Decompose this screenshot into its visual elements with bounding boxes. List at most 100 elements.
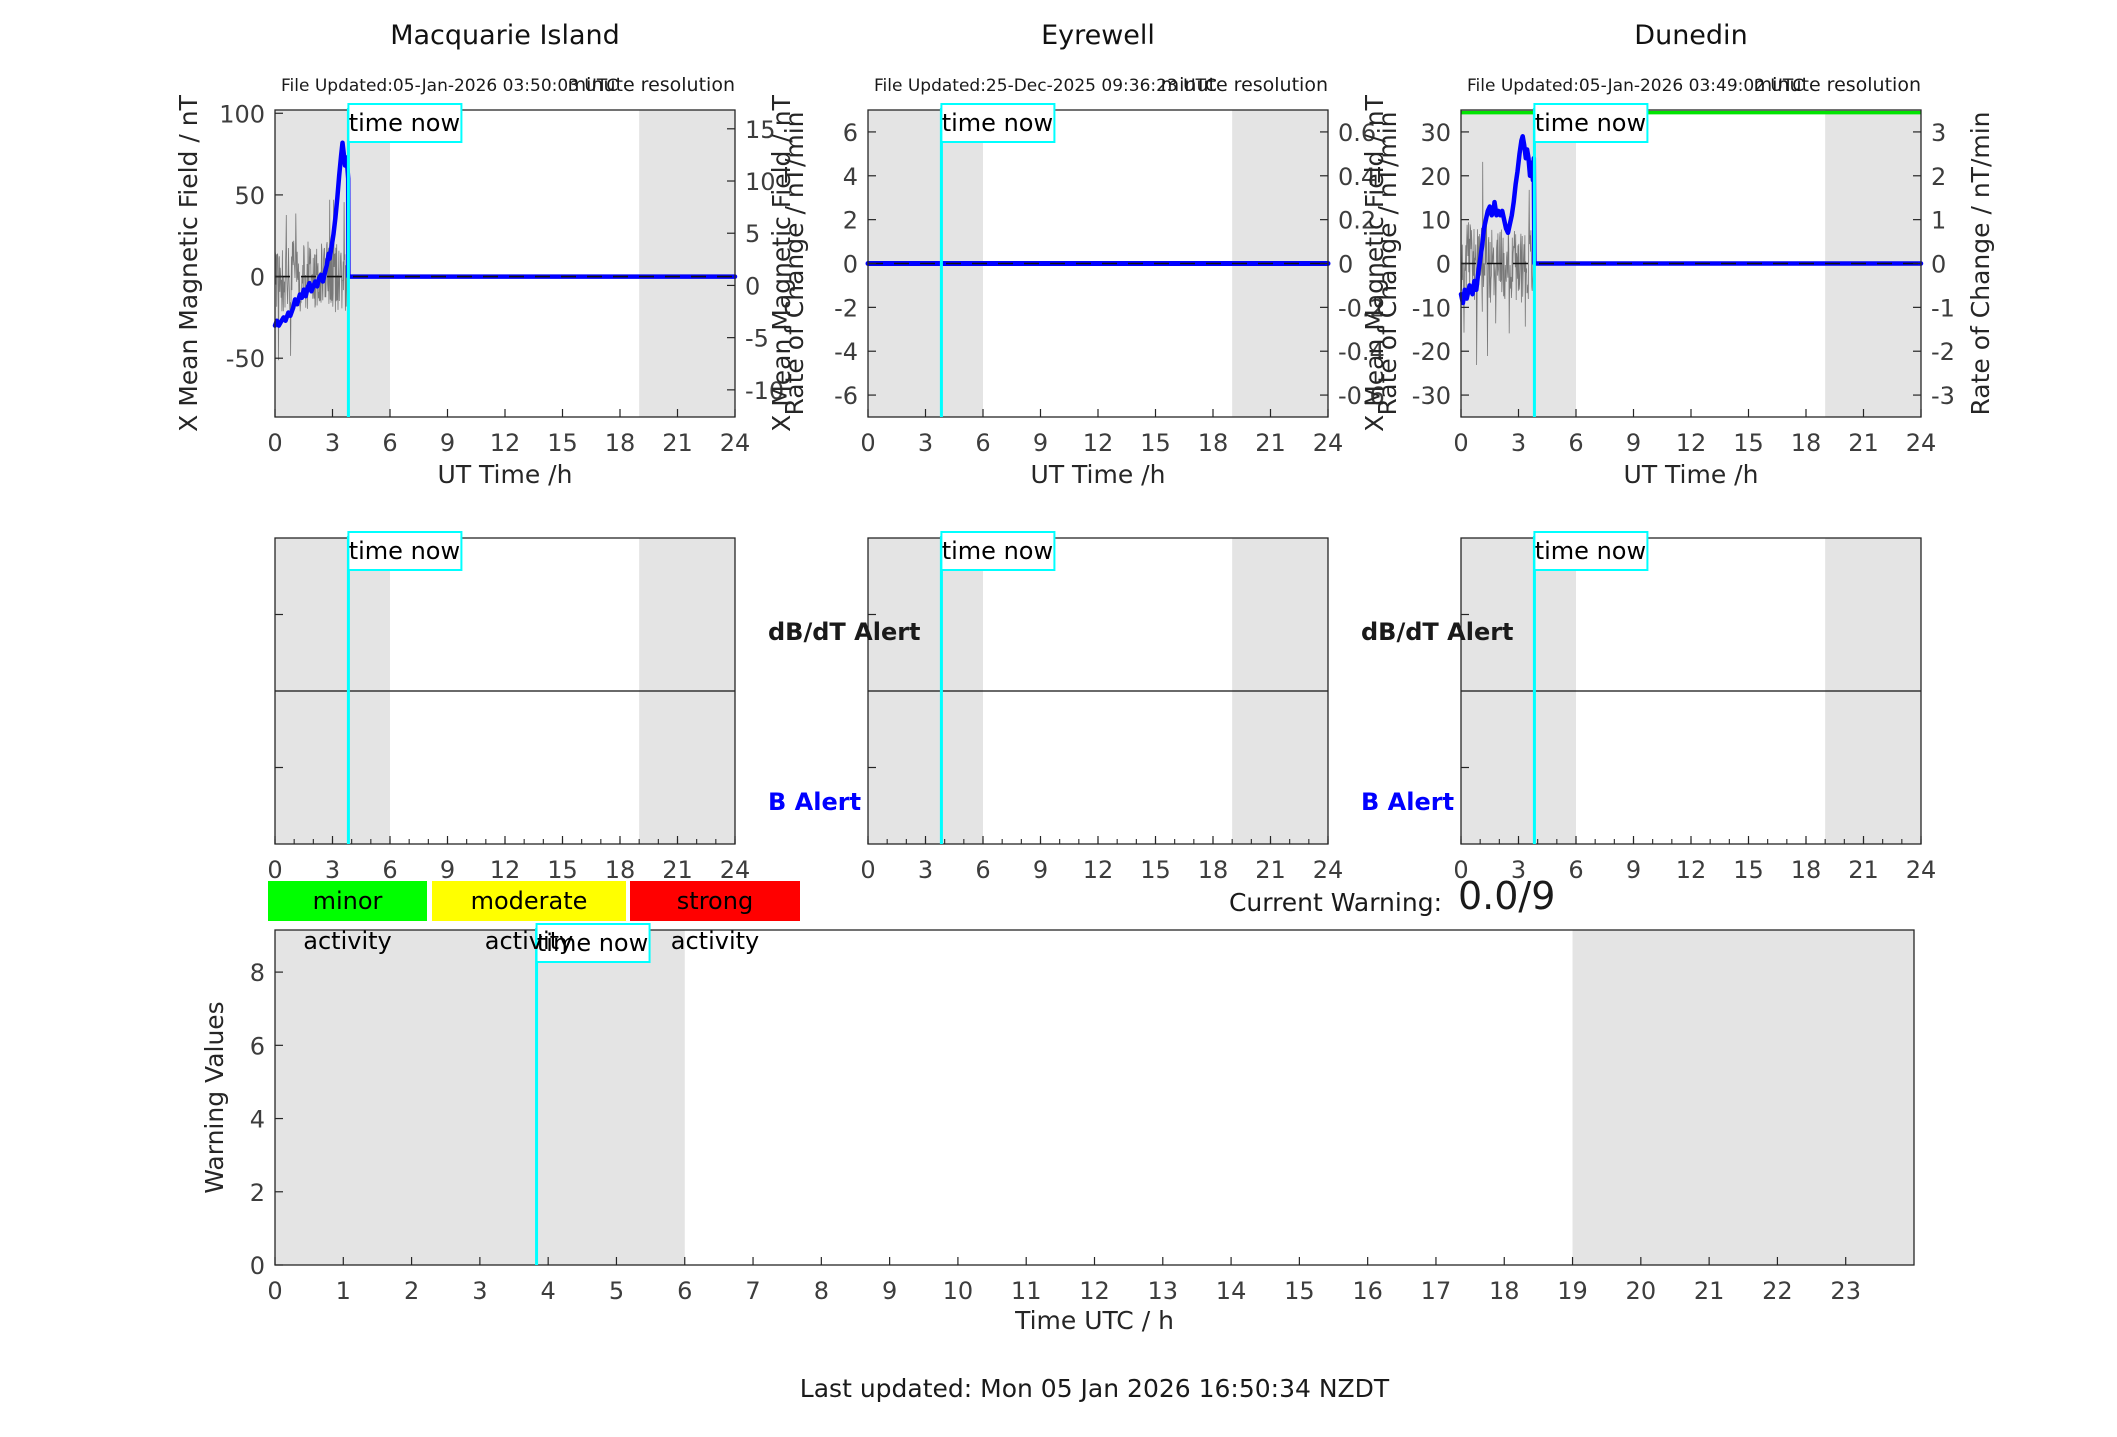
svg-text:11: 11	[1011, 1277, 1042, 1305]
time-now-marker: time now	[535, 923, 651, 963]
legend-moderate-activity: moderate activity	[432, 881, 626, 955]
svg-text:6: 6	[975, 856, 990, 884]
svg-text:0: 0	[1931, 251, 1946, 279]
svg-text:4: 4	[843, 163, 858, 191]
svg-text:24: 24	[1313, 856, 1344, 884]
svg-text:9: 9	[440, 429, 455, 457]
station-title-macquarie: Macquarie Island	[390, 20, 620, 51]
svg-text:6: 6	[1568, 856, 1583, 884]
svg-text:19: 19	[1557, 1277, 1588, 1305]
svg-text:9: 9	[440, 856, 455, 884]
svg-text:5: 5	[609, 1277, 624, 1305]
svg-text:time now: time now	[537, 929, 648, 957]
svg-text:24: 24	[1906, 856, 1937, 884]
svg-text:15: 15	[1140, 856, 1171, 884]
svg-text:3: 3	[325, 856, 340, 884]
eyrewell-field-chart: 0 3 6 9 12 15 18 21 24 UT Time /h 6 4 2 0 -2 -4 -6 X Mean…	[767, 94, 1402, 489]
svg-text:12: 12	[490, 856, 521, 884]
svg-text:5: 5	[745, 220, 760, 248]
svg-text:6: 6	[677, 1277, 692, 1305]
svg-text:1: 1	[1931, 207, 1946, 235]
svg-text:Warning Values: Warning Values	[200, 1001, 229, 1193]
svg-text:18: 18	[1198, 429, 1229, 457]
resolution-note-dunedin: minute resolution	[1753, 74, 1921, 96]
svg-text:21: 21	[1848, 429, 1879, 457]
svg-text:6: 6	[250, 1032, 265, 1060]
svg-text:23: 23	[1830, 1277, 1861, 1305]
svg-text:0.4: 0.4	[1338, 163, 1376, 191]
svg-text:4: 4	[250, 1106, 265, 1134]
svg-text:Time UTC / h: Time UTC / h	[1014, 1306, 1174, 1335]
svg-text:15: 15	[1733, 856, 1764, 884]
svg-text:2: 2	[404, 1277, 419, 1305]
svg-text:15: 15	[1733, 429, 1764, 457]
time-now-marker: time now	[1533, 103, 1649, 143]
svg-text:2: 2	[843, 207, 858, 235]
svg-text:-10: -10	[1412, 294, 1451, 322]
time-now-marker: time now	[940, 531, 1056, 571]
svg-text:-50: -50	[226, 345, 265, 373]
dunedin-alert-chart: 0 3 6 9 12 15 18 21 24 time now	[1453, 531, 1936, 884]
svg-text:-30: -30	[1412, 382, 1451, 410]
svg-text:18: 18	[1489, 1277, 1520, 1305]
svg-text:0: 0	[267, 429, 282, 457]
svg-text:Rate of Change / nT/min: Rate of Change / nT/min	[1373, 111, 1402, 415]
dbdt-alert-label-2: dB/dT Alert	[1361, 618, 1514, 646]
svg-text:15: 15	[1140, 429, 1171, 457]
svg-text:-6: -6	[834, 382, 858, 410]
eyrewell-alert-chart: 0 3 6 9 12 15 18 21 24 time now	[860, 531, 1343, 884]
resolution-note-eyrewell: minute resolution	[1160, 74, 1328, 96]
svg-text:22: 22	[1762, 1277, 1793, 1305]
resolution-note-macquarie: minute resolution	[567, 74, 735, 96]
svg-text:24: 24	[720, 856, 751, 884]
dbdt-alert-label-1: dB/dT Alert	[768, 618, 921, 646]
svg-text:8: 8	[814, 1277, 829, 1305]
svg-text:17: 17	[1421, 1277, 1452, 1305]
svg-text:-2: -2	[1931, 338, 1955, 366]
svg-text:12: 12	[1676, 429, 1707, 457]
svg-text:0: 0	[1436, 251, 1451, 279]
svg-text:13: 13	[1148, 1277, 1179, 1305]
svg-text:-0.6: -0.6	[1338, 382, 1385, 410]
svg-text:time now: time now	[942, 537, 1053, 565]
svg-text:time now: time now	[1535, 537, 1646, 565]
svg-text:3: 3	[918, 429, 933, 457]
svg-text:9: 9	[1626, 856, 1641, 884]
svg-text:UT Time /h: UT Time /h	[438, 460, 573, 489]
svg-text:3: 3	[918, 856, 933, 884]
svg-text:time now: time now	[349, 537, 460, 565]
svg-text:0: 0	[250, 1252, 265, 1280]
svg-text:18: 18	[1791, 856, 1822, 884]
svg-text:20: 20	[1626, 1277, 1657, 1305]
svg-text:0: 0	[860, 429, 875, 457]
svg-text:21: 21	[662, 856, 693, 884]
svg-text:-0.2: -0.2	[1338, 294, 1385, 322]
svg-text:8: 8	[250, 959, 265, 987]
svg-text:10: 10	[1420, 207, 1451, 235]
svg-text:3: 3	[1511, 856, 1526, 884]
legend-strong-activity: strong activity	[630, 881, 800, 955]
svg-text:UT Time /h: UT Time /h	[1031, 460, 1166, 489]
svg-text:2: 2	[1931, 163, 1946, 191]
svg-text:50: 50	[234, 182, 265, 210]
svg-text:-5: -5	[745, 325, 769, 353]
file-updated-eyrewell: File Updated:25-Dec-2025 09:36:23 UTC	[874, 76, 1217, 96]
svg-text:-3: -3	[1931, 382, 1955, 410]
svg-text:10: 10	[943, 1277, 974, 1305]
svg-text:21: 21	[1255, 429, 1286, 457]
svg-text:0: 0	[267, 856, 282, 884]
svg-text:0: 0	[1453, 429, 1468, 457]
svg-text:0: 0	[745, 272, 760, 300]
time-now-marker: time now	[347, 103, 463, 143]
svg-text:Rate of Change / nT/min: Rate of Change / nT/min	[1966, 111, 1995, 415]
svg-text:15: 15	[1284, 1277, 1315, 1305]
svg-text:0: 0	[1338, 251, 1353, 279]
svg-text:4: 4	[541, 1277, 556, 1305]
time-now-marker: time now	[940, 103, 1056, 143]
svg-text:24: 24	[1313, 429, 1344, 457]
svg-text:21: 21	[1694, 1277, 1725, 1305]
station-title-dunedin: Dunedin	[1634, 20, 1748, 51]
